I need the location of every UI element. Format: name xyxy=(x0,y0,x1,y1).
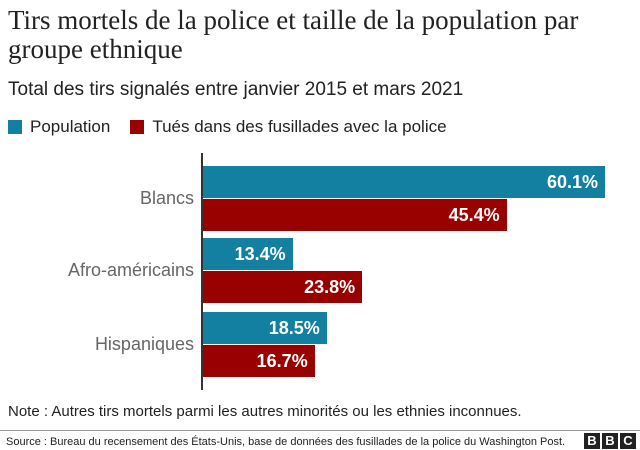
data-label: 60.1% xyxy=(546,172,598,192)
category-label: Blancs xyxy=(139,188,194,208)
note: Note : Autres tirs mortels parmi les aut… xyxy=(8,403,522,420)
bar-killed: 45.4% xyxy=(203,199,507,231)
divider xyxy=(0,430,640,431)
legend-label-population: Population xyxy=(30,117,111,136)
bar-population: 18.5% xyxy=(203,312,327,344)
bar-population: 60.1% xyxy=(203,166,605,198)
legend-swatch-population xyxy=(8,120,22,134)
data-label: 13.4% xyxy=(234,244,286,264)
legend-swatch-killed xyxy=(130,120,145,134)
legend-label-killed: Tués dans des fusillades avec la police xyxy=(152,117,447,136)
source: Source : Bureau du recensement des États… xyxy=(6,436,566,448)
data-label: 18.5% xyxy=(268,318,320,338)
data-label: 16.7% xyxy=(256,351,308,371)
bar-population: 13.4% xyxy=(203,238,293,270)
bar-killed: 16.7% xyxy=(203,345,315,377)
chart-subtitle: Total des tirs signalés entre janvier 20… xyxy=(8,79,464,100)
chart-title: Tirs mortels de la police et taille de l… xyxy=(8,5,579,64)
bar-killed: 23.8% xyxy=(203,271,363,303)
category-label: Afro-américains xyxy=(67,260,194,280)
legend: Population Tués dans des fusillades avec… xyxy=(8,116,447,138)
category-label: Hispaniques xyxy=(94,334,194,354)
data-label: 23.8% xyxy=(304,277,356,297)
data-label: 45.4% xyxy=(448,205,500,225)
y-axis-line xyxy=(201,153,203,390)
